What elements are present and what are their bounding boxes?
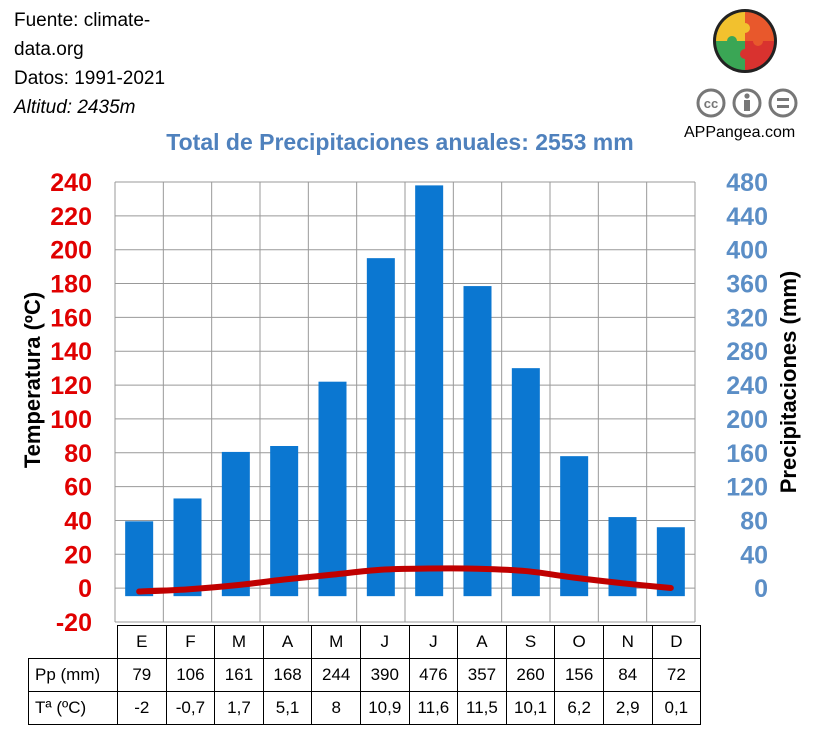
precip-cell: 390 [359,658,410,692]
precip-bar [125,521,154,597]
month-cell: M [311,625,361,659]
month-cell: M [214,625,264,659]
left-tick-label: 240 [50,169,92,197]
altitude-line: Altitud: 2435m [14,97,136,118]
precip-cell: 168 [262,658,313,692]
temp-cell: 10,9 [359,691,410,725]
temp-cell: 5,1 [262,691,313,725]
precip-row: Pp (mm) 79 106 161 168 244 390 476 357 260 156 84 7… [28,658,702,692]
temp-cell: 0,1 [651,691,702,725]
right-tick-label: 360 [726,271,768,299]
month-cell: F [165,625,216,659]
right-tick-label: 320 [726,304,768,332]
temp-row-label: Tª (ºC) [28,691,118,725]
right-tick-label: 240 [726,372,768,400]
grid [114,181,696,623]
temp-cell: 1,7 [214,691,264,725]
left-tick-label: 180 [50,271,92,299]
dates-line: Datos: 1991-2021 [14,68,166,89]
month-cell: A [457,625,507,659]
temp-cell: -0,7 [165,691,216,725]
left-tick-label: 160 [50,304,92,332]
precip-cell: 79 [117,658,167,692]
temp-cell: 11,6 [408,691,459,725]
precip-row-label: Pp (mm) [28,658,118,692]
left-tick-label: 220 [50,203,92,231]
bars [125,185,685,597]
source-line: data.org [14,39,84,60]
precip-bar [463,286,492,597]
month-cell: J [408,625,459,659]
month-cell: N [602,625,653,659]
precip-bar [511,368,540,597]
right-tick-label: 440 [726,203,768,231]
left-tick-label: 40 [64,507,92,535]
precip-cell: 156 [554,658,604,692]
left-tick-label: 60 [64,474,92,502]
source-info: Fuente: climate- data.org Datos: 1991-20… [14,6,165,122]
right-tick-label: 120 [726,474,768,502]
left-axis-label: Temperatura (ºC) [20,292,45,468]
temperature-line [136,565,674,595]
right-tick-label: 480 [726,169,768,197]
left-tick-label: 0 [78,575,92,603]
left-tick-label: 120 [50,372,92,400]
precip-cell: 161 [214,658,264,692]
precip-bar [221,451,250,597]
creative-commons-icon: cc [696,88,798,118]
temperature-line-path [136,565,674,595]
right-tick-label: 80 [740,507,768,535]
brand-label: APPangea.com [684,124,796,141]
month-cell: D [651,625,702,659]
precip-bar [366,258,395,597]
precip-bar [173,498,202,597]
month-cell: A [262,625,313,659]
temp-cell: 11,5 [457,691,507,725]
right-tick-label: 280 [726,338,768,366]
right-tick-label: 200 [726,406,768,434]
temp-cell: 8 [311,691,361,725]
precip-cell: 357 [457,658,507,692]
left-tick-label: 80 [64,440,92,468]
chart-title: Total de Precipitaciones anuales: 2553 m… [166,129,633,155]
month-cell: J [359,625,410,659]
precip-cell: 84 [602,658,653,692]
left-tick-label: 100 [50,406,92,434]
precip-bar [415,185,444,597]
right-tick-label: 0 [754,575,768,603]
right-tick-label: 160 [726,440,768,468]
left-tick-label: 20 [64,541,92,569]
temp-cell: 10,1 [505,691,556,725]
month-cell: O [554,625,604,659]
right-axis-label: Precipitaciones (mm) [776,271,801,494]
source-line: Fuente: climate- [14,10,151,31]
right-tick-label: 40 [740,541,768,569]
left-tick-label: 200 [50,237,92,265]
temp-row: Tª (ºC) -2 -0,7 1,7 5,1 8 10,9 11,6 11,5 10,1 6,2… [28,691,702,725]
left-tick-label: 140 [50,338,92,366]
precip-cell: 72 [651,658,702,692]
month-cell: S [505,625,556,659]
precip-bar [270,446,299,597]
precip-cell: 106 [165,658,216,692]
temp-cell: -2 [117,691,167,725]
precip-cell: 244 [311,658,361,692]
temp-cell: 6,2 [554,691,604,725]
precip-cell: 260 [505,658,556,692]
appangea-logo-icon [713,9,777,73]
precip-bar [560,456,589,597]
right-tick-label: 400 [726,237,768,265]
svg-text:cc: cc [704,96,718,111]
month-cell: E [117,625,167,659]
precip-cell: 476 [408,658,459,692]
temp-cell: 2,9 [602,691,653,725]
precip-bar [318,381,347,597]
empty-cell [28,625,118,659]
